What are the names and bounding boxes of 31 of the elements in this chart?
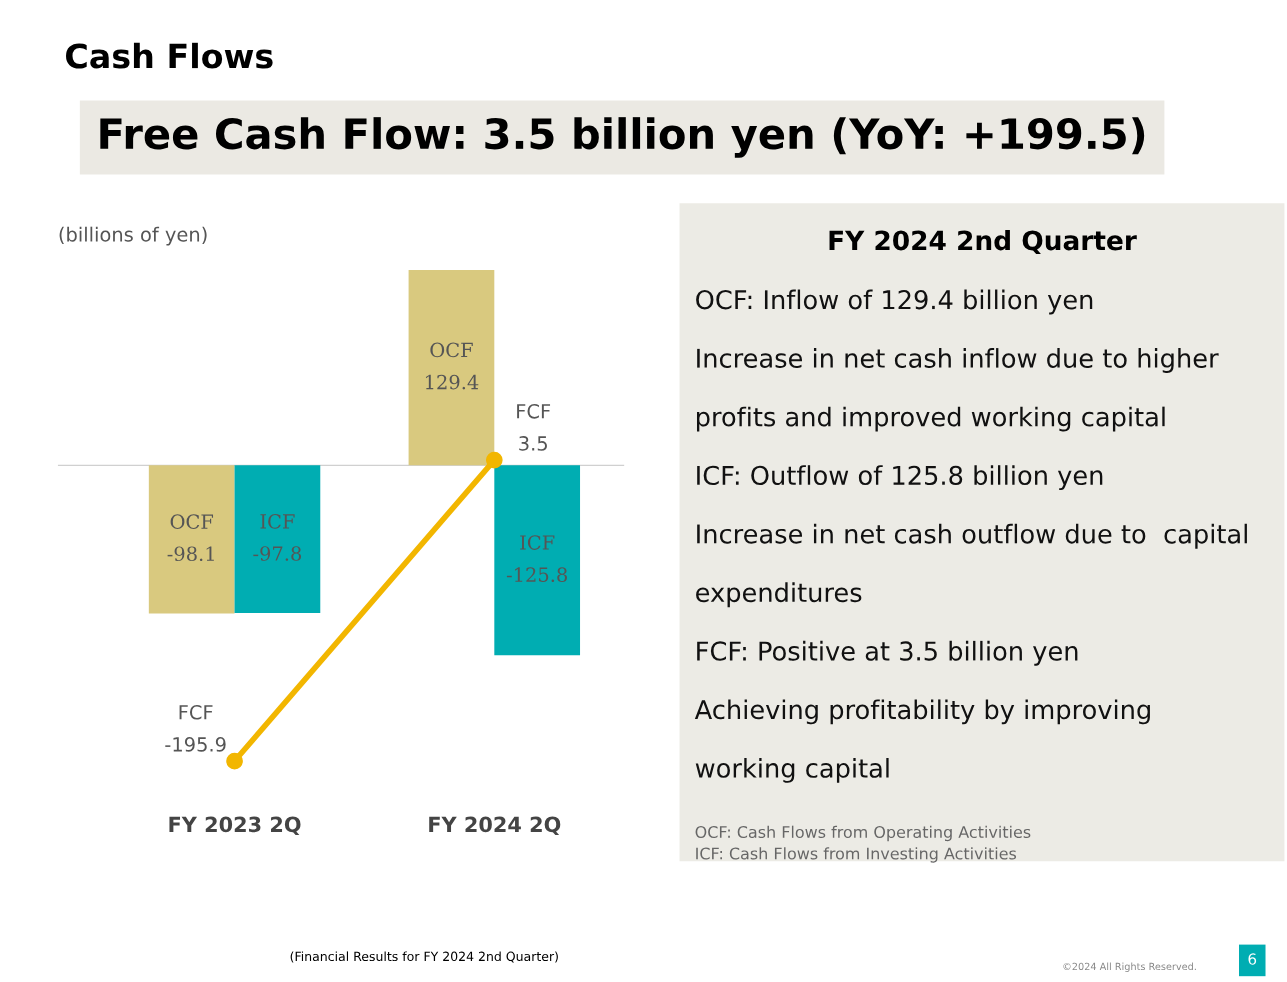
series-label: OCF [430,342,473,358]
text: Increase in net cash outflow due to capital [697,523,1247,549]
text: profits and improved working capital [696,406,1165,432]
text: ICF [520,535,555,550]
x-tick-label: FY 2023 2Q [169,816,301,836]
text: OCF: Inflow of 129.4 billion yen [696,289,1093,315]
text: expenditures [696,582,862,608]
text: FCF [517,403,551,419]
data-label: 129.4 [425,374,479,390]
data-label: -125.8 [506,567,567,582]
chart-title: Cash Flows [66,42,273,69]
text: ICF: Outflow of 125.8 billion yen [697,465,1103,491]
text: FCF: Positive at 3.5 billion yen [697,640,1078,666]
text: FY 2024 2nd Quarter [829,229,1137,254]
text: OCF: Cash Flows from Operating Activities ICF: Cash Flows from Investing Activities [695,825,1031,863]
text: FCF [179,704,213,720]
data-label: -98.1 [167,546,214,562]
data-label: 3.5 [519,436,547,451]
text: ©2024 All Rights Reserved. [1063,962,1196,972]
text: Increase in net cash inflow due to higher [697,348,1219,373]
text: (Financial Results for FY 2024 2nd Quarter) [290,951,558,963]
y-axis-title: (billions of yen) [59,226,207,246]
text: OCF [170,514,214,529]
text: working capital [695,757,889,783]
data-label: -195.9 [165,737,226,752]
x-tick-label: FY 2024 2Q [429,816,561,836]
text: 6 [1248,953,1257,965]
data-label: -97.8 [253,546,302,561]
text: Achieving profitability by improving [694,699,1150,725]
series-label: ICF [260,514,295,529]
chart-subtitle: Free Cash Flow: 3.5 billion yen (YoY: +199.5) [100,117,1145,158]
